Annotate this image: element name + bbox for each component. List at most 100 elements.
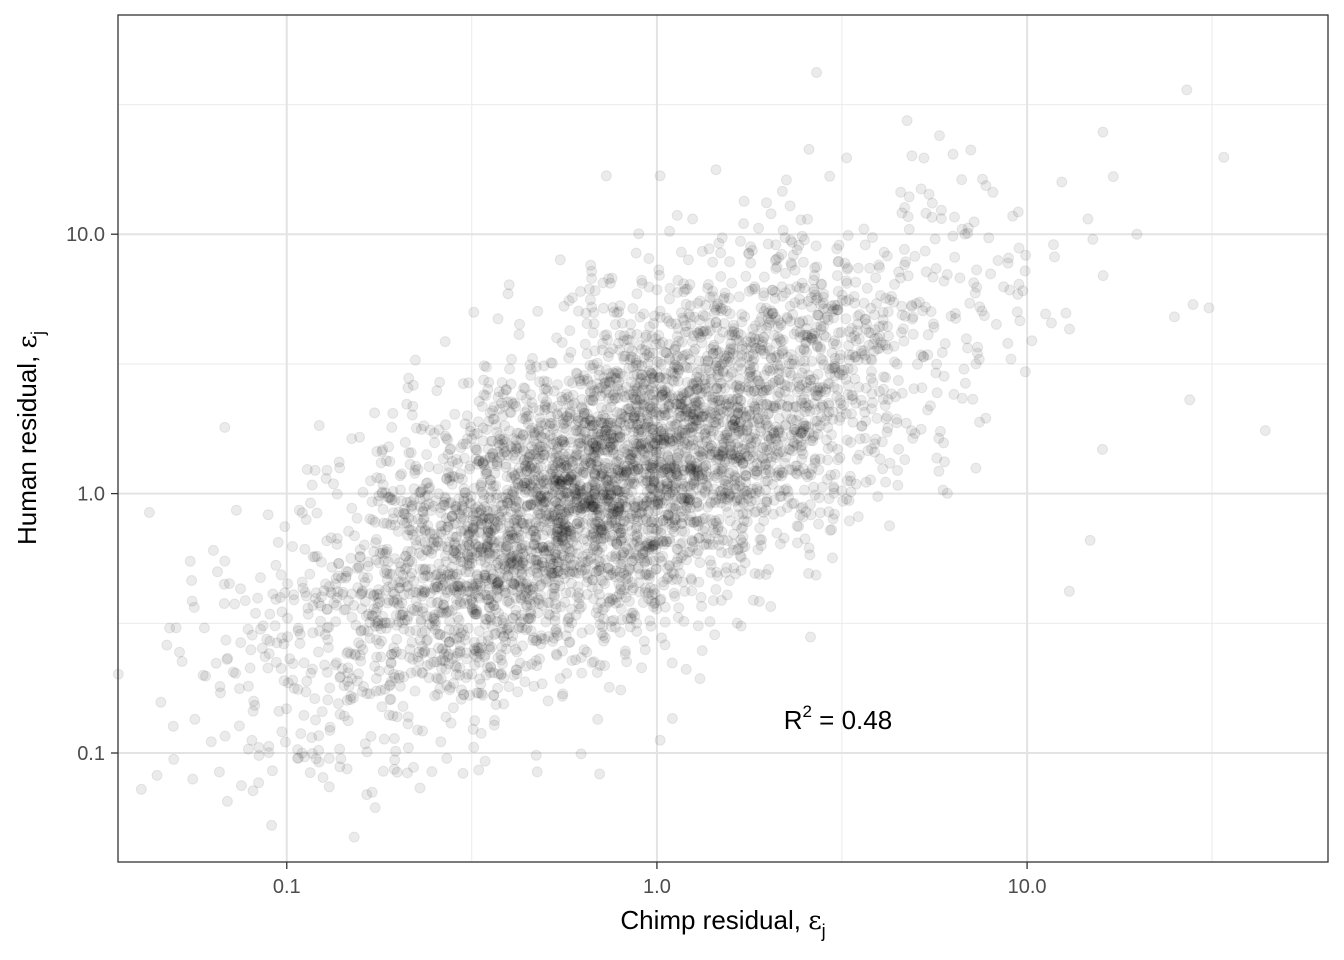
data-point-3746	[980, 412, 992, 424]
data-point-398	[896, 309, 908, 321]
data-point-461	[575, 432, 587, 444]
data-point-723	[827, 406, 839, 418]
data-point-57	[812, 390, 824, 402]
data-point-4928	[781, 311, 793, 323]
data-point-218	[440, 584, 452, 596]
data-point-692	[729, 471, 741, 483]
data-point-3950	[708, 339, 720, 351]
data-point-105	[727, 394, 739, 405]
data-point-4714	[218, 578, 230, 590]
data-point-4901	[727, 366, 738, 378]
data-point-441	[714, 399, 726, 411]
data-point-400	[733, 426, 744, 437]
data-point-3141	[500, 461, 512, 473]
data-point-4144	[368, 603, 380, 615]
data-point-12	[594, 768, 606, 780]
data-point-4644	[696, 337, 708, 349]
data-point-3581	[866, 354, 878, 366]
data-point-142	[675, 431, 687, 443]
data-point-1095	[305, 667, 317, 679]
data-point-523	[699, 383, 711, 395]
data-point-2126	[813, 518, 824, 530]
data-point-2386	[928, 318, 939, 330]
data-point-60	[735, 364, 747, 375]
data-point-3823	[354, 431, 366, 443]
data-point-4519	[511, 427, 523, 439]
data-point-642	[734, 550, 746, 562]
data-point-1283	[842, 229, 854, 241]
data-point-3324	[151, 769, 163, 781]
data-point-4958	[325, 586, 337, 598]
data-point-1705	[971, 264, 983, 276]
data-point-681	[623, 362, 635, 374]
data-point-4761	[641, 495, 653, 507]
data-point-587	[529, 531, 541, 543]
data-point-3255	[578, 644, 590, 656]
data-point-887	[681, 376, 693, 388]
data-point-3501	[793, 410, 805, 422]
data-point-604	[623, 562, 635, 574]
data-point-118	[423, 461, 435, 473]
data-point-27	[296, 747, 308, 759]
data-point-628	[892, 375, 904, 386]
data-point-4773	[467, 723, 479, 735]
data-point-4915	[829, 358, 841, 370]
data-point-4393	[495, 669, 507, 681]
data-point-2600	[242, 743, 254, 755]
data-point-3403	[843, 515, 855, 527]
data-point-2819	[636, 662, 648, 674]
data-point-924	[672, 390, 684, 402]
data-point-3358	[333, 456, 345, 468]
data-point-232	[882, 422, 894, 434]
data-point-956	[417, 513, 429, 525]
data-point-4213	[843, 340, 854, 351]
data-point-3647	[813, 492, 825, 504]
data-point-332	[589, 487, 601, 499]
data-point-295	[468, 643, 480, 654]
data-point-87	[889, 356, 900, 368]
data-point-3748	[370, 616, 381, 628]
data-point-1530	[731, 617, 743, 629]
data-point-959	[532, 462, 544, 474]
data-point-385	[612, 383, 624, 395]
data-point-272	[570, 490, 582, 501]
data-point-2450	[669, 590, 681, 602]
data-point-815	[395, 648, 407, 660]
data-point-913	[519, 486, 531, 498]
data-point-991	[508, 564, 520, 576]
data-point-585	[365, 475, 376, 487]
data-point-4651	[700, 532, 712, 544]
data-point-953	[1012, 288, 1024, 300]
data-point-3270	[939, 338, 951, 350]
data-point-963	[625, 508, 637, 520]
data-point-503	[768, 494, 780, 506]
data-point-3285	[603, 681, 615, 693]
data-point-568	[589, 485, 601, 496]
data-point-751	[490, 578, 502, 590]
data-point-4715	[448, 625, 460, 636]
data-point-22	[1131, 228, 1143, 240]
data-point-365	[517, 640, 528, 652]
data-point-574	[693, 500, 705, 512]
data-point-3326	[429, 690, 441, 702]
data-point-800	[617, 350, 629, 362]
data-point-1410	[694, 673, 706, 685]
data-point-2739	[704, 498, 716, 509]
data-point-305	[572, 444, 583, 456]
data-point-4854	[616, 408, 628, 420]
data-point-796	[512, 623, 524, 634]
data-point-4563	[345, 690, 357, 702]
data-point-741	[601, 376, 613, 388]
data-point-434	[471, 507, 483, 518]
data-point-973	[678, 314, 690, 326]
data-point-4560	[491, 426, 503, 438]
data-point-378	[769, 376, 781, 387]
data-point-519	[320, 473, 332, 484]
data-point-3938	[764, 365, 776, 377]
data-point-614	[790, 401, 802, 413]
data-point-4296	[864, 262, 876, 274]
data-point-477	[567, 456, 579, 468]
data-point-671	[824, 170, 836, 182]
data-point-2785	[849, 330, 860, 342]
data-point-456	[633, 359, 644, 371]
